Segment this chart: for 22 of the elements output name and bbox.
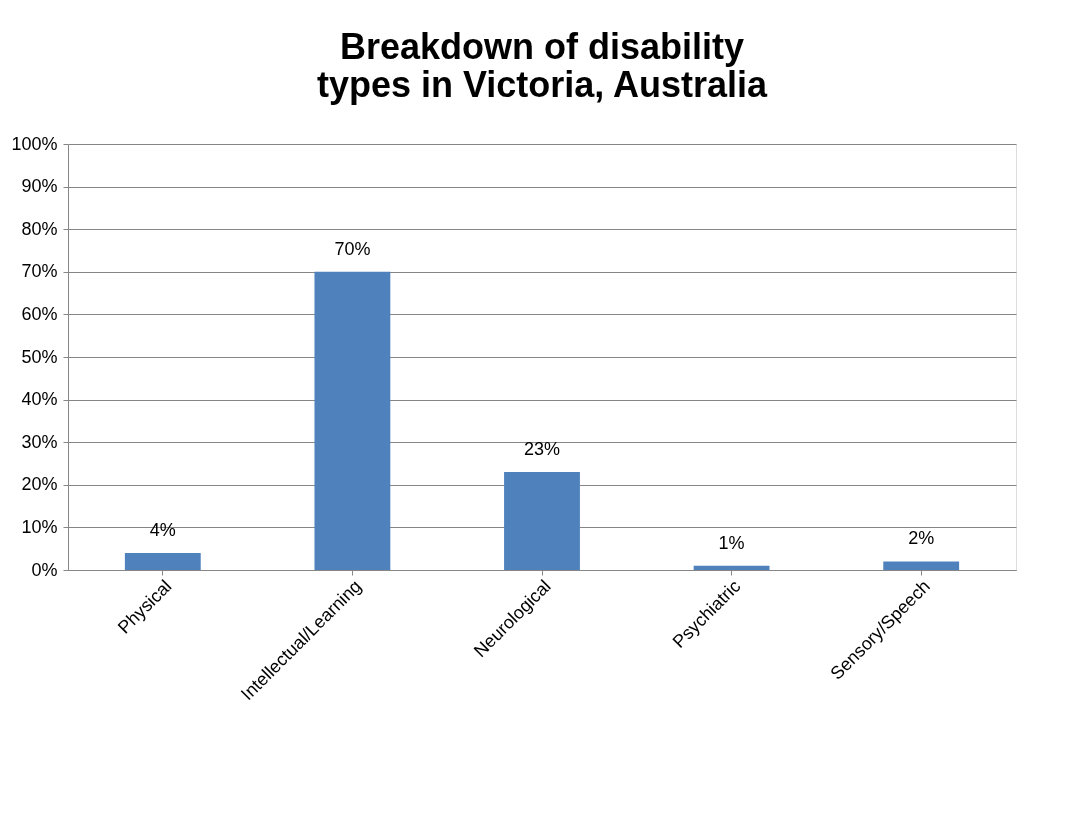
y-tick-label: 10%	[21, 516, 58, 537]
y-tick-label: 50%	[21, 346, 58, 367]
data-label: 4%	[149, 519, 176, 540]
y-tick-label: 80%	[21, 218, 58, 239]
y-tick-label: 0%	[31, 559, 58, 580]
y-tick-label: 60%	[21, 303, 58, 324]
bar	[883, 561, 960, 570]
chart-title: Breakdown of disability types in Victoria, Australia	[316, 26, 769, 105]
bar	[693, 565, 770, 570]
bar	[504, 472, 580, 570]
y-tick-label: 30%	[21, 431, 58, 452]
data-label: 70%	[334, 238, 371, 259]
y-tick-label: 70%	[21, 261, 58, 282]
data-label: 23%	[523, 439, 561, 460]
y-tick-label: 90%	[21, 176, 58, 197]
y-tick-label: 40%	[21, 389, 58, 410]
y-tick-label: 100%	[11, 133, 58, 154]
bar	[124, 552, 201, 570]
y-tick-label: 20%	[21, 474, 58, 495]
data-label: 1%	[718, 532, 745, 553]
bar	[314, 271, 391, 570]
data-label: 2%	[908, 528, 935, 549]
